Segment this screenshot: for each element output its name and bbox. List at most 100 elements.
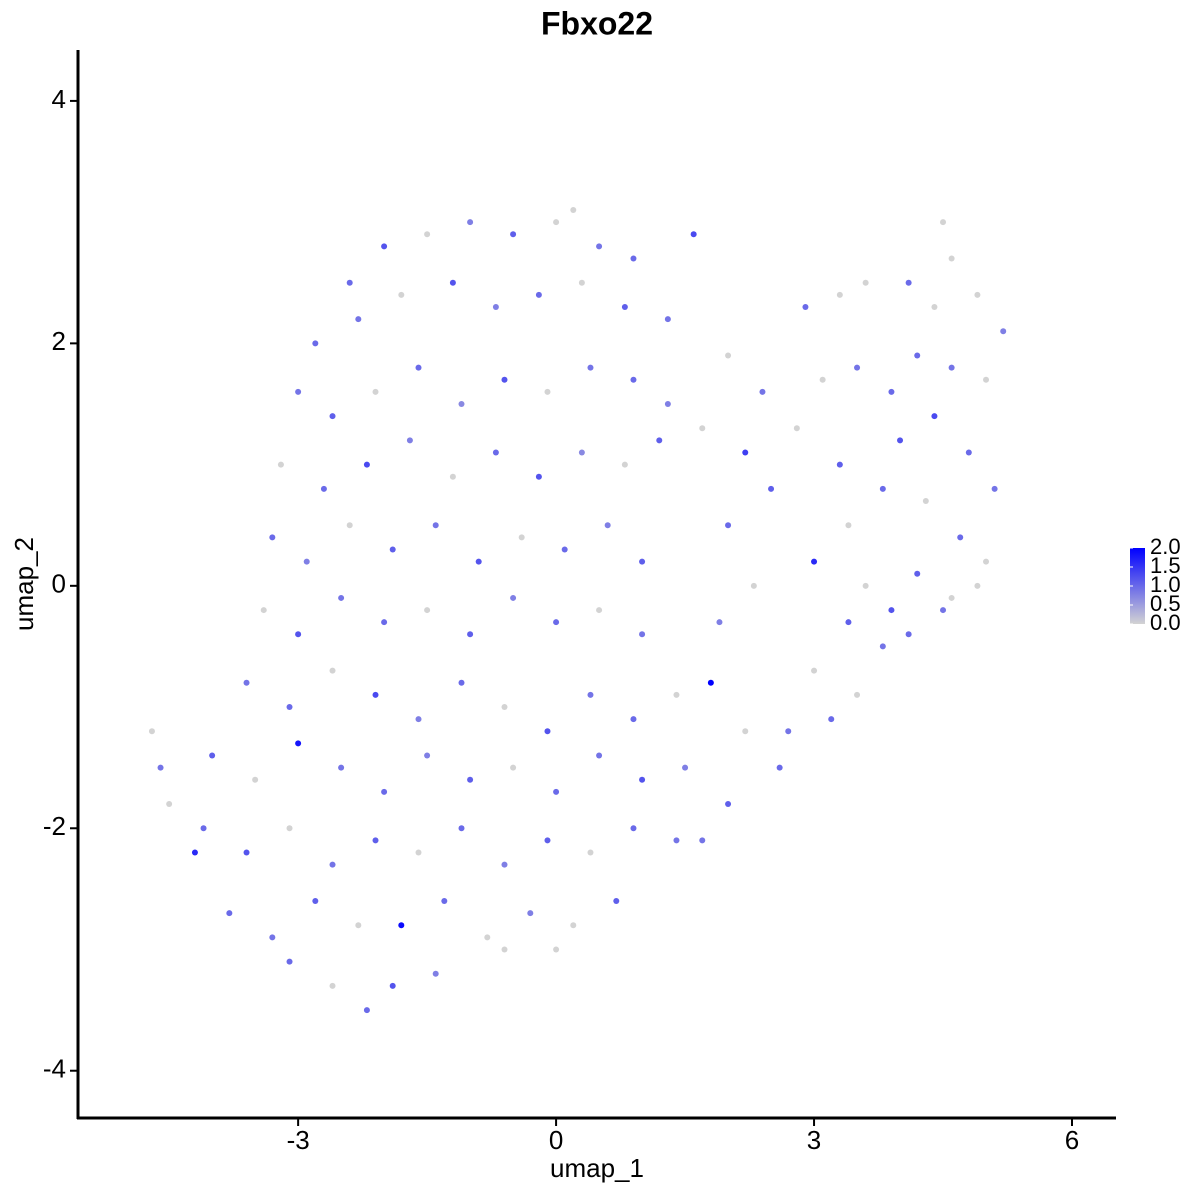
cell-point <box>613 898 620 905</box>
cell-point <box>690 231 697 238</box>
cell-point <box>914 570 921 577</box>
cell-point <box>363 461 370 468</box>
cell-point <box>303 558 310 565</box>
cell-point <box>424 231 431 238</box>
cell-point <box>621 303 628 310</box>
cell-point <box>630 255 637 262</box>
cell-point <box>983 558 990 565</box>
cell-point <box>587 364 594 371</box>
colorbar-tick-label: 0.0 <box>1150 610 1181 635</box>
y-axis-label: umap_2 <box>9 537 39 631</box>
cell-point <box>355 316 362 323</box>
cell-point <box>673 691 680 698</box>
cell-point <box>312 898 319 905</box>
cell-point <box>338 594 345 601</box>
cell-point <box>424 607 431 614</box>
cell-point <box>776 764 783 771</box>
cell-point <box>467 219 474 226</box>
cell-point <box>596 243 603 250</box>
cell-point <box>260 607 267 614</box>
cell-point <box>948 594 955 601</box>
x-tick-label: 3 <box>807 1125 821 1155</box>
cell-point <box>828 716 835 723</box>
cell-point <box>157 764 164 771</box>
cell-point <box>295 631 302 638</box>
cell-point <box>578 449 585 456</box>
cell-point <box>295 740 302 747</box>
cell-point <box>372 388 379 395</box>
cell-point <box>819 376 826 383</box>
cell-point <box>191 849 198 856</box>
cell-point <box>467 776 474 783</box>
cell-point <box>965 449 972 456</box>
cell-point <box>381 619 388 626</box>
cell-point <box>449 473 456 480</box>
cell-point <box>553 619 560 626</box>
cell-point <box>793 425 800 432</box>
cell-point <box>587 691 594 698</box>
cell-point <box>226 910 233 917</box>
cell-point <box>974 582 981 589</box>
cell-point <box>991 485 998 492</box>
cell-point <box>716 619 723 626</box>
cell-point <box>948 255 955 262</box>
cell-point <box>372 837 379 844</box>
cell-point <box>535 473 542 480</box>
cell-point <box>510 594 517 601</box>
cell-point <box>527 910 534 917</box>
cell-point <box>750 582 757 589</box>
cell-point <box>200 825 207 832</box>
cell-point <box>398 291 405 298</box>
cell-point <box>905 631 912 638</box>
cell-point <box>742 728 749 735</box>
cell-point <box>725 801 732 808</box>
cell-point <box>484 934 491 941</box>
cell-point <box>398 922 405 929</box>
cell-point <box>862 279 869 286</box>
cell-point <box>707 679 714 686</box>
cell-point <box>329 861 336 868</box>
cell-point <box>974 291 981 298</box>
cell-point <box>836 461 843 468</box>
cell-point <box>630 825 637 832</box>
x-axis-label: umap_1 <box>550 1153 644 1183</box>
cell-point <box>467 631 474 638</box>
cell-point <box>286 825 293 832</box>
cell-point <box>458 679 465 686</box>
cell-point <box>363 1007 370 1014</box>
cell-point <box>879 643 886 650</box>
cell-point <box>845 522 852 529</box>
cell-point <box>639 631 646 638</box>
cell-point <box>570 207 577 214</box>
cell-point <box>759 388 766 395</box>
cell-point <box>243 679 250 686</box>
cell-point <box>406 437 413 444</box>
y-tick-label: -2 <box>43 811 66 841</box>
cell-point <box>329 982 336 989</box>
cell-point <box>286 958 293 965</box>
cell-point <box>630 716 637 723</box>
cell-point <box>209 752 216 759</box>
cell-point <box>596 752 603 759</box>
cell-point <box>492 449 499 456</box>
cell-point <box>553 946 560 953</box>
cell-point <box>501 861 508 868</box>
cell-point <box>768 485 775 492</box>
cell-point <box>346 279 353 286</box>
cell-point <box>931 413 938 420</box>
cell-point <box>329 413 336 420</box>
cell-point <box>432 522 439 529</box>
cell-point <box>381 243 388 250</box>
cell-point <box>879 485 886 492</box>
cell-point <box>725 352 732 359</box>
cell-point <box>621 461 628 468</box>
cell-point <box>252 776 259 783</box>
cell-point <box>510 764 517 771</box>
cell-point <box>802 303 809 310</box>
cell-point <box>682 764 689 771</box>
cell-point <box>578 279 585 286</box>
cell-point <box>897 437 904 444</box>
cell-point <box>914 352 921 359</box>
cell-point <box>312 340 319 347</box>
cell-point <box>415 364 422 371</box>
